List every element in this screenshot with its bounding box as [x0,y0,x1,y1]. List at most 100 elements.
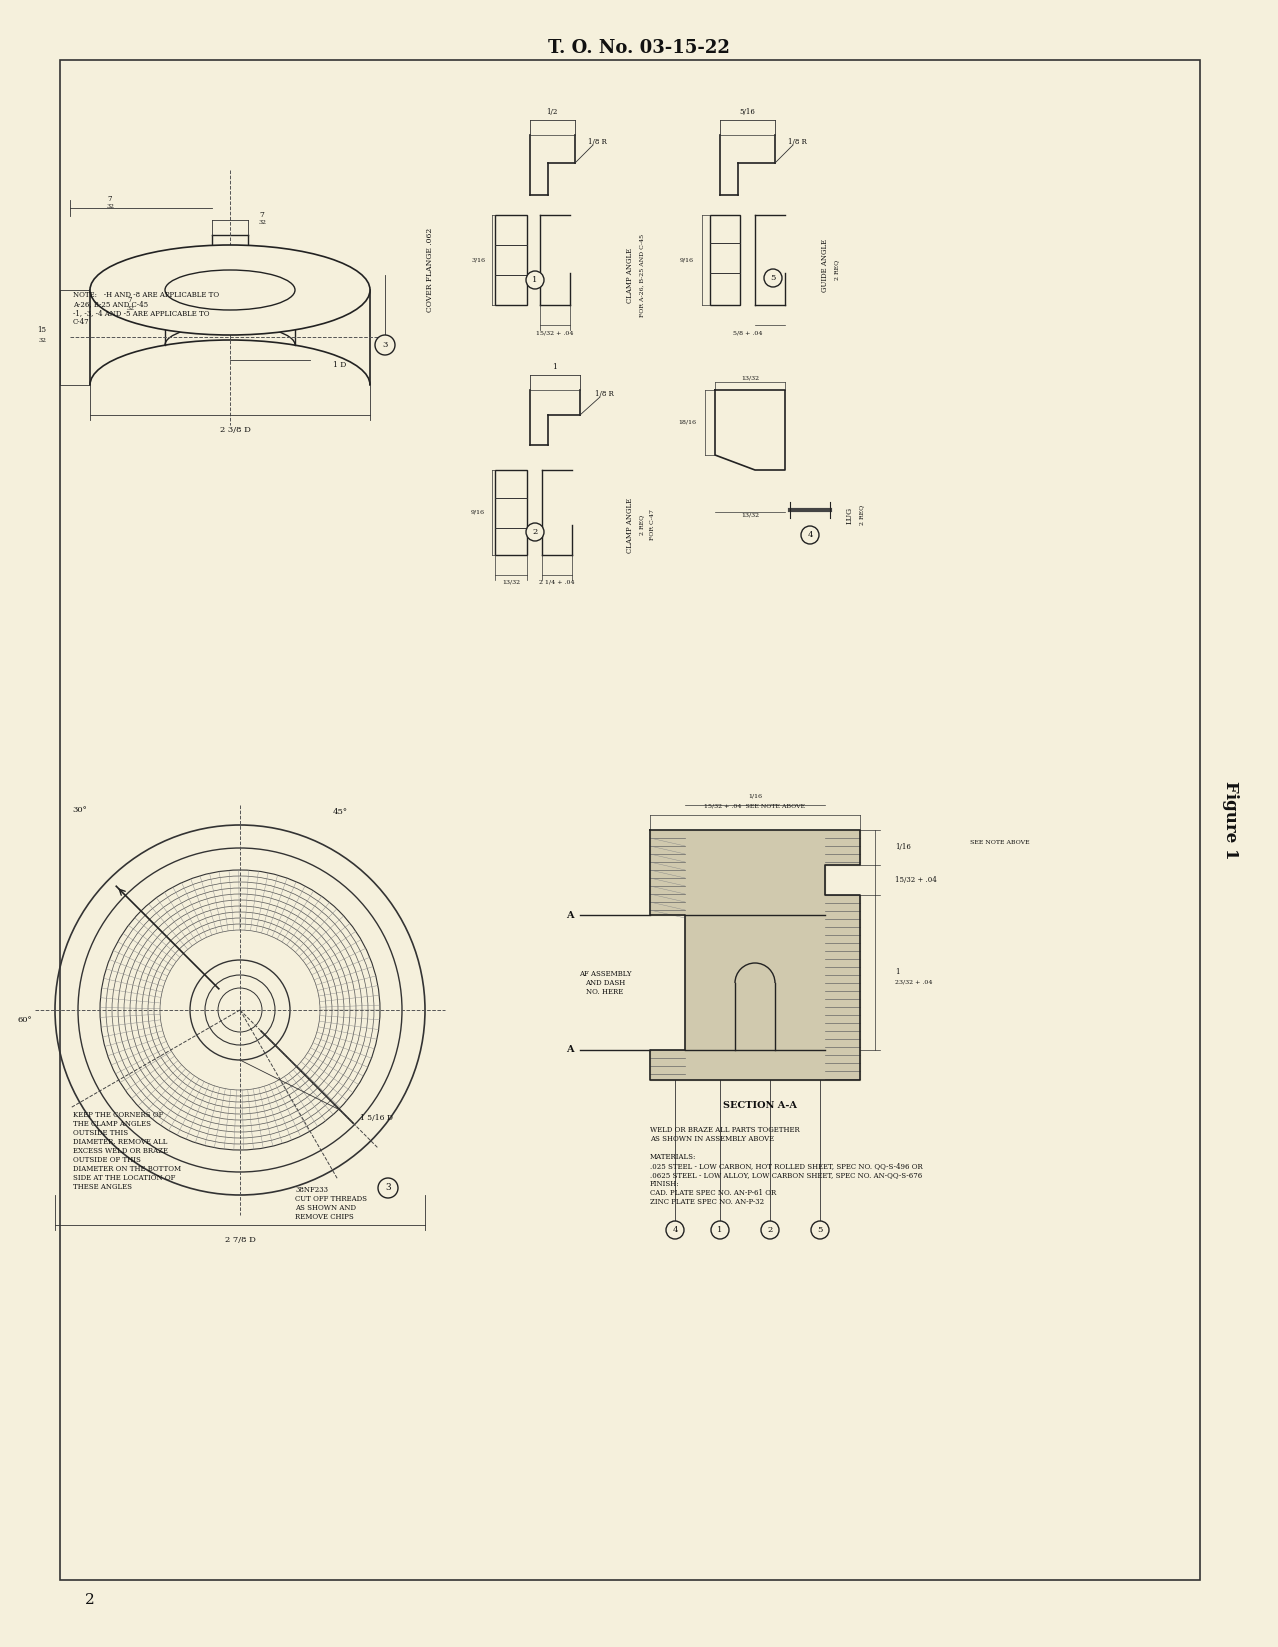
Text: CAD. PLATE SPEC NO. AN-P-61 OR: CAD. PLATE SPEC NO. AN-P-61 OR [651,1189,776,1197]
Text: 2 1/4 + .04: 2 1/4 + .04 [539,580,575,585]
Text: OUTSIDE THIS: OUTSIDE THIS [73,1128,128,1136]
Text: -1, -3, -4 AND -5 ARE APPLICABLE TO: -1, -3, -4 AND -5 ARE APPLICABLE TO [73,310,210,316]
Text: FINISH:: FINISH: [651,1179,680,1187]
Text: REMOVE CHIPS: REMOVE CHIPS [295,1212,354,1220]
Bar [495,216,527,305]
Circle shape [378,1178,397,1197]
Text: CLAMP ANGLE: CLAMP ANGLE [626,247,634,303]
Bar [60,59,1200,1579]
Text: COVER FLANGE .062: COVER FLANGE .062 [426,227,435,313]
Text: SIDE AT THE LOCATION OF: SIDE AT THE LOCATION OF [73,1174,175,1183]
Circle shape [812,1220,829,1239]
Ellipse shape [89,245,371,334]
Text: 7: 7 [259,211,265,219]
Text: 5: 5 [818,1225,823,1234]
Text: 1: 1 [533,277,538,283]
Text: 15/32 + .04: 15/32 + .04 [537,331,574,336]
Ellipse shape [165,270,295,310]
Text: 1: 1 [895,968,900,977]
Text: 45°: 45° [332,809,348,815]
Text: KEEP THE CORNERS OF: KEEP THE CORNERS OF [73,1112,164,1118]
Text: 15/32 + .04: 15/32 + .04 [895,876,937,884]
Text: FOR C-47: FOR C-47 [651,509,656,540]
Text: 1 5/16 D: 1 5/16 D [360,1113,394,1122]
Text: THE CLAMP ANGLES: THE CLAMP ANGLES [73,1120,151,1128]
Text: OUTSIDE OF THIS: OUTSIDE OF THIS [73,1156,141,1164]
Text: NOTE:   -H AND -8 ARE APPLICABLE TO: NOTE: -H AND -8 ARE APPLICABLE TO [73,292,219,300]
Circle shape [527,272,544,288]
Circle shape [666,1220,684,1239]
Circle shape [374,334,395,356]
Text: EXCESS WELD OR BRAZE: EXCESS WELD OR BRAZE [73,1146,167,1155]
Text: 1: 1 [717,1225,722,1234]
Text: A-26, B-25 AND C-45: A-26, B-25 AND C-45 [73,300,148,308]
Text: 3: 3 [382,341,387,349]
Text: 2 REQ: 2 REQ [835,260,840,280]
Circle shape [711,1220,728,1239]
Text: Figure 1: Figure 1 [1222,781,1238,860]
Text: .0625 STEEL - LOW ALLOY, LOW CARBON SHEET, SPEC NO. AN-QQ-S-676: .0625 STEEL - LOW ALLOY, LOW CARBON SHEE… [651,1171,923,1179]
Text: 18/16: 18/16 [679,420,697,425]
Text: 9/16: 9/16 [472,509,484,514]
Text: 7: 7 [107,194,112,203]
Text: WELD OR BRAZE ALL PARTS TOGETHER: WELD OR BRAZE ALL PARTS TOGETHER [651,1127,800,1135]
Text: AS SHOWN IN ASSEMBLY ABOVE: AS SHOWN IN ASSEMBLY ABOVE [651,1135,774,1143]
Text: DIAMETER ON THE BOTTOM: DIAMETER ON THE BOTTOM [73,1164,181,1173]
Text: 5/8 + .04: 5/8 + .04 [734,331,763,336]
Text: FOR A-26, B-25 AND C-45: FOR A-26, B-25 AND C-45 [639,234,644,316]
Text: 15: 15 [37,326,46,334]
Text: 1/16: 1/16 [895,843,911,851]
Text: 15/32 + .04  SEE NOTE ABOVE: 15/32 + .04 SEE NOTE ABOVE [704,804,805,809]
Text: 2 3/8 D: 2 3/8 D [220,427,250,435]
Circle shape [760,1220,780,1239]
Text: A: A [566,911,574,919]
Text: SECTION A-A: SECTION A-A [723,1100,797,1110]
Text: A: A [566,1046,574,1054]
Text: 23/32 + .04: 23/32 + .04 [895,980,933,985]
Text: 30°: 30° [73,805,87,814]
Circle shape [801,525,819,544]
Text: 1/8 R: 1/8 R [594,390,613,399]
Bar [711,216,740,305]
Text: THESE ANGLES: THESE ANGLES [73,1183,132,1191]
Text: 38NF233: 38NF233 [295,1186,328,1194]
Text: ZINC PLATE SPEC NO. AN-P-32: ZINC PLATE SPEC NO. AN-P-32 [651,1197,764,1206]
Text: 60°: 60° [18,1016,32,1024]
Text: 13/32: 13/32 [741,376,759,380]
Text: 32: 32 [38,338,46,343]
Text: 32: 32 [258,221,266,226]
Text: .025 STEEL - LOW CARBON, HOT ROLLED SHEET, SPEC NO. QQ-S-496 OR: .025 STEEL - LOW CARBON, HOT ROLLED SHEE… [651,1163,923,1169]
Text: 5/16: 5/16 [739,109,755,115]
Text: 4: 4 [808,530,813,539]
Text: 1/16: 1/16 [748,794,762,799]
Text: 13/32: 13/32 [502,580,520,585]
Text: 1/8 R: 1/8 R [588,138,607,147]
Text: 2: 2 [86,1593,95,1607]
Text: 1/8 R: 1/8 R [787,138,806,147]
Text: CUT OFF THREADS: CUT OFF THREADS [295,1196,367,1202]
Text: 9/16: 9/16 [680,257,694,262]
Text: 1/2: 1/2 [546,109,557,115]
Text: 3/16: 3/16 [472,257,484,262]
Text: CLAMP ANGLE: CLAMP ANGLE [626,497,634,552]
Text: 4: 4 [672,1225,677,1234]
Text: AF ASSEMBLY
AND DASH
NO. HERE: AF ASSEMBLY AND DASH NO. HERE [579,970,631,996]
Text: DIAMETER. REMOVE ALL: DIAMETER. REMOVE ALL [73,1138,167,1146]
Text: T. O. No. 03-15-22: T. O. No. 03-15-22 [548,40,730,58]
Text: 3: 3 [385,1184,391,1192]
Text: 2 7/8 D: 2 7/8 D [225,1235,256,1243]
Text: C-47: C-47 [73,318,89,326]
Circle shape [764,268,782,287]
Polygon shape [651,830,860,1080]
Text: 2: 2 [533,529,538,535]
Text: MATERIALS:: MATERIALS: [651,1153,697,1161]
Text: 1: 1 [552,362,557,371]
Text: AS SHOWN AND: AS SHOWN AND [295,1204,357,1212]
Text: 2 REQ: 2 REQ [639,516,644,535]
Text: 1 D: 1 D [334,361,346,369]
Text: 2: 2 [767,1225,773,1234]
Text: 32: 32 [127,305,134,311]
Bar [495,469,527,555]
Text: SEE NOTE ABOVE: SEE NOTE ABOVE [970,840,1030,845]
Text: 5: 5 [771,273,776,282]
